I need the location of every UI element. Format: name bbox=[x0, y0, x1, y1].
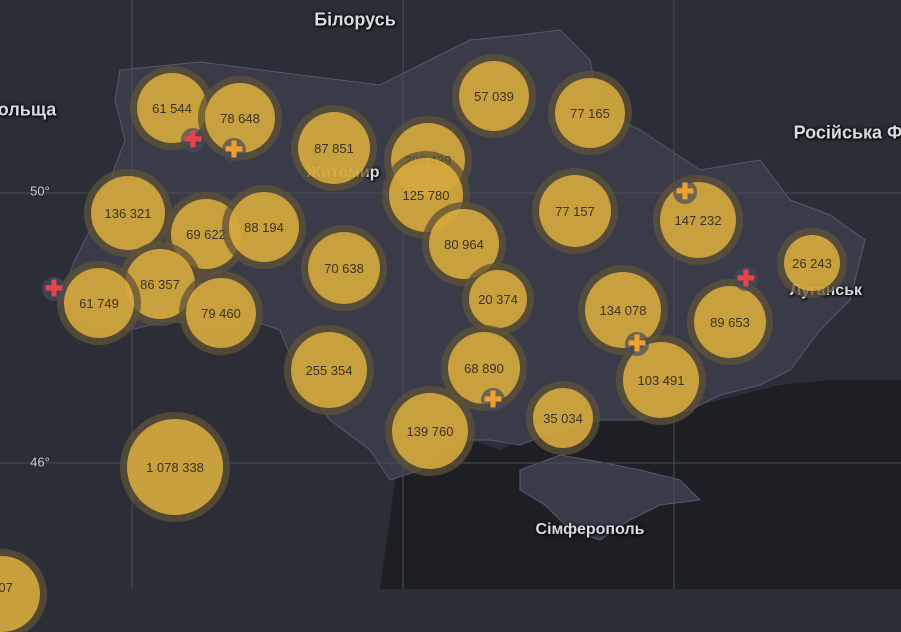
cluster-count: 136 321 bbox=[104, 205, 152, 221]
cluster-marker[interactable]: 61 749 bbox=[64, 268, 134, 338]
cluster-marker[interactable]: 134 078 bbox=[585, 272, 661, 348]
cluster-count: 134 078 bbox=[599, 302, 647, 318]
cluster-count: 26 243 bbox=[792, 255, 832, 271]
cluster-count: 57 039 bbox=[474, 88, 514, 104]
cluster-count: 125 780 bbox=[402, 187, 450, 203]
place-label-simferopol: Сімферополь bbox=[535, 521, 645, 538]
red-cross-icon[interactable]: ✚ bbox=[181, 128, 205, 152]
cluster-marker[interactable]: 147 232 bbox=[660, 182, 736, 258]
orange-cross-icon[interactable]: ✚ bbox=[625, 332, 649, 356]
place-label-belarus: Білорусь bbox=[314, 9, 396, 30]
cluster-count: 68 890 bbox=[464, 360, 504, 376]
cluster-count: 61 544 bbox=[152, 100, 192, 116]
cluster-count: 77 165 bbox=[570, 105, 610, 121]
cluster-marker[interactable]: 57 039 bbox=[459, 61, 529, 131]
cluster-count: 35 034 bbox=[543, 410, 583, 426]
orange-cross-icon[interactable]: ✚ bbox=[673, 180, 697, 204]
cluster-marker[interactable]: 20 374 bbox=[469, 270, 527, 328]
red-cross-icon[interactable]: ✚ bbox=[42, 277, 66, 301]
place-label-russia: Російська Ф bbox=[793, 122, 901, 143]
latitude-label-46: 46° bbox=[30, 454, 50, 470]
cluster-count: 70 638 bbox=[324, 260, 364, 276]
cluster-count: 139 760 bbox=[406, 423, 454, 439]
cluster-count: 80 964 bbox=[444, 236, 484, 252]
cluster-marker[interactable]: 87 851 bbox=[298, 112, 370, 184]
latitude-label-50: 50° bbox=[30, 183, 50, 199]
cluster-marker[interactable]: 79 460 bbox=[186, 278, 256, 348]
cluster-marker[interactable]: 1 078 338 bbox=[127, 419, 223, 515]
cluster-count: 88 194 bbox=[244, 219, 284, 235]
cluster-count: 61 749 bbox=[79, 295, 119, 311]
cluster-count: 89 653 bbox=[710, 314, 750, 330]
cluster-marker[interactable]: 77 165 bbox=[555, 78, 625, 148]
cluster-count: 147 232 bbox=[674, 212, 722, 228]
cluster-marker[interactable]: 35 034 bbox=[533, 388, 593, 448]
cluster-marker[interactable]: 77 157 bbox=[539, 175, 611, 247]
cluster-marker[interactable]: 26 243 bbox=[784, 235, 840, 291]
cluster-marker[interactable]: 80 964 bbox=[429, 209, 499, 279]
cluster-count: 103 491 bbox=[637, 372, 685, 388]
cluster-count: 86 357 bbox=[140, 276, 180, 292]
cluster-marker[interactable]: 88 194 bbox=[229, 192, 299, 262]
orange-cross-icon[interactable]: ✚ bbox=[222, 138, 246, 162]
cluster-marker[interactable]: 86 357 bbox=[125, 249, 195, 319]
cluster-marker[interactable]: 89 653 bbox=[694, 286, 766, 358]
cluster-marker[interactable]: 255 354 bbox=[291, 332, 367, 408]
cluster-marker[interactable]: 136 321 bbox=[91, 176, 165, 250]
orange-cross-icon[interactable]: ✚ bbox=[481, 388, 505, 412]
cluster-marker[interactable]: 139 760 bbox=[392, 393, 468, 469]
cluster-count: 1 078 338 bbox=[146, 459, 204, 475]
cluster-count: 79 460 bbox=[201, 305, 241, 321]
cluster-count: 78 648 bbox=[220, 110, 260, 126]
crimea-land bbox=[519, 454, 702, 541]
cluster-count: 69 622 bbox=[186, 226, 226, 242]
cluster-count: 20 374 bbox=[478, 291, 518, 307]
cluster-count: 207 bbox=[0, 579, 13, 595]
cluster-marker[interactable]: 70 638 bbox=[308, 232, 380, 304]
red-cross-icon[interactable]: ✚ bbox=[734, 267, 758, 291]
cluster-count: 77 157 bbox=[555, 203, 595, 219]
cluster-count: 255 354 bbox=[305, 362, 353, 378]
place-label-poland: ольща bbox=[0, 99, 57, 120]
cluster-count: 87 851 bbox=[314, 140, 354, 156]
